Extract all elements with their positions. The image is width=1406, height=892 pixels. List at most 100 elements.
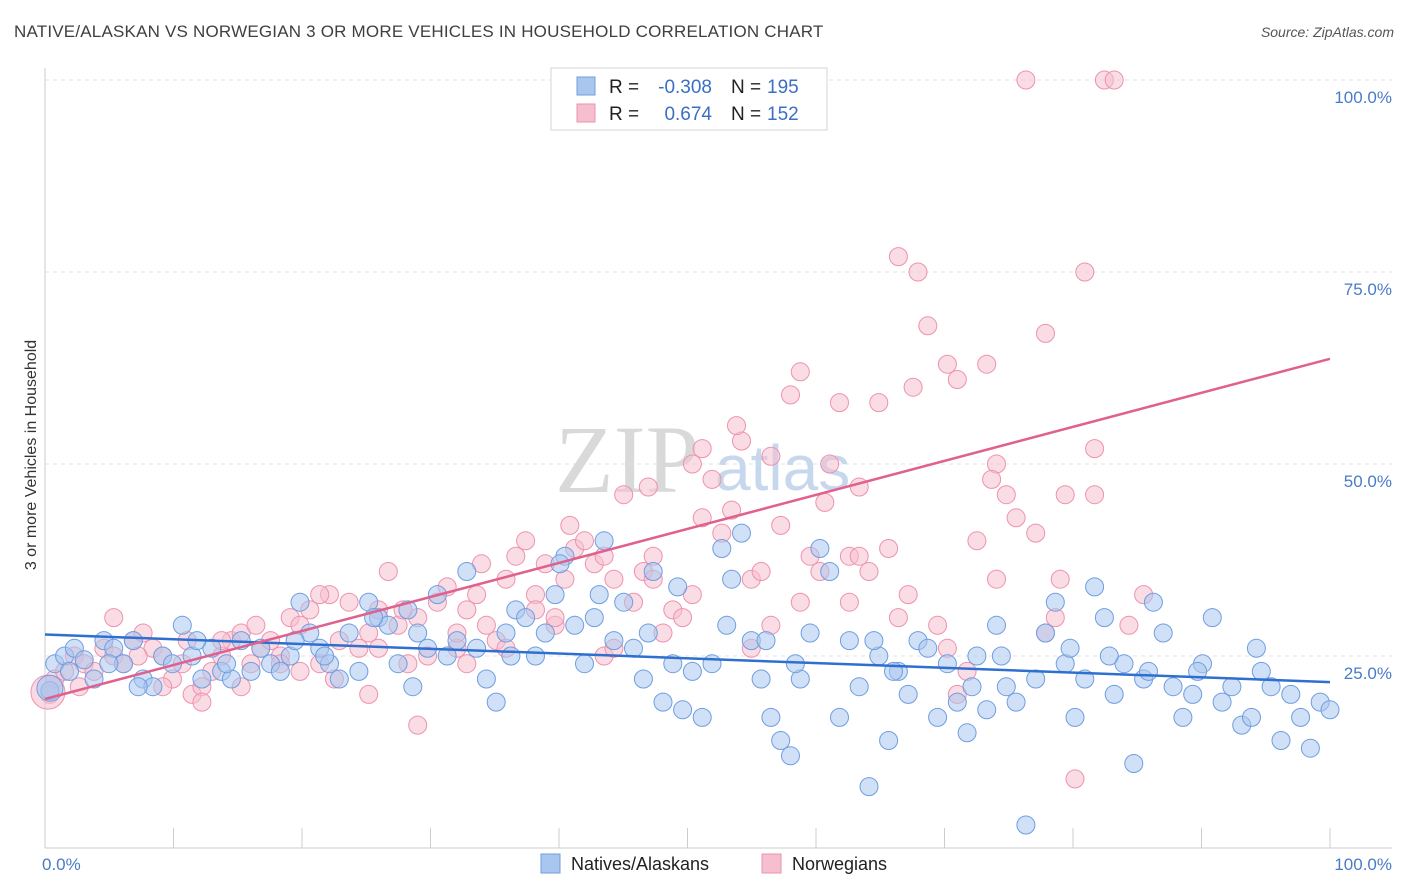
natives-point-39 xyxy=(408,623,428,643)
natives-point-32 xyxy=(339,623,359,643)
norwegians-point-156 xyxy=(1050,569,1070,589)
natives-point-132 xyxy=(1320,700,1340,720)
natives-point-37 xyxy=(388,654,408,674)
natives-point-118 xyxy=(1183,684,1203,704)
norwegians-point-102 xyxy=(1036,323,1055,343)
natives-point-156 xyxy=(1099,646,1119,666)
natives-point-65 xyxy=(663,654,683,674)
norwegians-point-149 xyxy=(472,554,491,574)
norwegians-point-84 xyxy=(859,562,879,581)
natives-point-57 xyxy=(584,608,604,628)
legend-r-label-2: R = xyxy=(609,104,639,125)
norwegians-point-129 xyxy=(987,569,1006,589)
natives-point-44 xyxy=(457,562,477,581)
norwegians-point-31 xyxy=(339,592,359,612)
norwegians-point-127 xyxy=(888,608,908,628)
natives-point-72 xyxy=(732,523,751,543)
natives-point-53 xyxy=(545,585,565,605)
natives-point-66 xyxy=(673,700,693,720)
natives-point-67 xyxy=(682,661,702,681)
norwegians-point-49 xyxy=(516,531,536,551)
natives-point-130 xyxy=(1300,738,1320,758)
norwegians-point-154 xyxy=(903,377,923,397)
natives-point-145 xyxy=(1246,638,1266,658)
norwegians-point-73 xyxy=(751,562,771,581)
natives-point-128 xyxy=(1281,684,1301,704)
natives-point-126 xyxy=(1261,677,1281,697)
chart-title: NATIVE/ALASKAN VS NORWEGIAN 3 OR MORE VE… xyxy=(14,22,824,41)
axes xyxy=(44,68,1392,849)
norwegians-point-99 xyxy=(1006,508,1026,528)
natives-point-110 xyxy=(1104,684,1124,704)
norwegians-point-100 xyxy=(1016,70,1036,90)
natives-point-48 xyxy=(496,623,516,643)
norwegians-point-110 xyxy=(104,608,124,628)
norwegians-point-93 xyxy=(947,370,967,389)
natives-point-149 xyxy=(403,677,423,697)
natives-point-5 xyxy=(74,650,94,670)
natives-point-114 xyxy=(1143,592,1163,612)
norwegians-point-32 xyxy=(349,638,369,658)
natives-point-124 xyxy=(1242,707,1261,727)
norwegians-point-48 xyxy=(506,546,526,566)
natives-point-85 xyxy=(859,777,879,797)
x-tick-label-0: 0.0% xyxy=(42,855,81,874)
natives-point-94 xyxy=(947,692,967,712)
norwegians-point-75 xyxy=(771,515,791,535)
gridlines xyxy=(45,79,1392,657)
norwegians-point-58 xyxy=(604,569,624,589)
legend-n-label-2: N = xyxy=(731,104,761,125)
natives-point-63 xyxy=(643,562,663,581)
norwegians-point-85 xyxy=(869,393,889,413)
norwegians-point-55 xyxy=(575,531,594,551)
natives-point-83 xyxy=(839,631,859,651)
norwegians-point-87 xyxy=(888,247,908,267)
legend-swatch-pink xyxy=(576,103,596,123)
norwegians-point-45 xyxy=(476,615,496,635)
natives-point-121 xyxy=(1212,692,1232,712)
y-axis-label: 3 or more Vehicles in Household xyxy=(23,340,40,570)
norwegians-point-125 xyxy=(790,592,810,612)
norwegians-point-89 xyxy=(908,262,928,282)
norwegians-point-96 xyxy=(977,354,997,374)
natives-point-122 xyxy=(1222,677,1242,697)
natives-point-25 xyxy=(270,661,290,681)
natives-point-71 xyxy=(722,569,742,589)
natives-point-120 xyxy=(1202,608,1222,628)
natives-point-33 xyxy=(349,661,369,681)
bottom-legend-natives: Natives/Alaskans xyxy=(571,854,709,874)
natives-point-42 xyxy=(437,646,457,666)
norwegians-point-81 xyxy=(830,393,849,413)
natives-point-60 xyxy=(614,592,634,612)
natives-point-117 xyxy=(1173,707,1193,727)
norwegians-point-90 xyxy=(918,316,938,336)
natives-point-55 xyxy=(565,615,585,635)
natives-point-148 xyxy=(315,646,335,666)
natives-point-76 xyxy=(771,731,791,750)
norwegians-point-59 xyxy=(614,485,634,505)
natives-point-27 xyxy=(290,592,310,612)
norwegians-point-109 xyxy=(1104,70,1124,90)
natives-point-107 xyxy=(1075,669,1095,689)
source-label: Source: ZipAtlas.com xyxy=(1260,24,1394,40)
natives-point-46 xyxy=(476,669,496,689)
norwegians-point-150 xyxy=(560,515,580,535)
natives-point-91 xyxy=(918,638,938,658)
natives-point-142 xyxy=(991,646,1011,666)
norwegians-point-65 xyxy=(673,608,693,628)
natives-point-22 xyxy=(241,661,261,681)
legend-r-value-2: 0.674 xyxy=(664,104,712,125)
norwegians-point-112 xyxy=(192,692,212,712)
norwegians-point-134 xyxy=(290,661,310,681)
natives-point-61 xyxy=(624,638,643,658)
norwegians-point-68 xyxy=(702,469,722,489)
natives-point-64 xyxy=(653,692,673,712)
natives-point-109 xyxy=(1094,608,1114,628)
legend-r-label-1: R = xyxy=(609,77,639,98)
natives-point-106 xyxy=(1065,707,1085,727)
y-tick-labels: 25.0% 50.0% 75.0% 100.0% xyxy=(1334,88,1392,683)
legend-swatch-blue xyxy=(576,76,596,96)
norwegians-point-44 xyxy=(467,585,487,605)
norwegians-point-80 xyxy=(820,454,840,474)
natives-point-59 xyxy=(604,631,624,651)
